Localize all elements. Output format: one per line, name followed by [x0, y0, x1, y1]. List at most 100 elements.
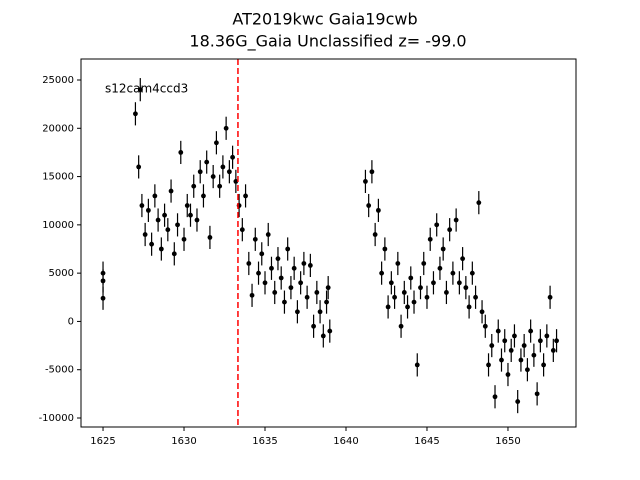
data-point — [265, 232, 271, 237]
x-tick-label: 1635 — [252, 436, 277, 447]
data-point — [304, 294, 310, 300]
data-point — [145, 207, 151, 213]
data-point — [531, 352, 537, 358]
data-point — [395, 261, 401, 266]
data-point — [392, 294, 397, 300]
data-point — [450, 270, 456, 276]
data-point — [246, 261, 252, 266]
data-point — [204, 159, 210, 165]
data-point — [375, 207, 381, 213]
data-point — [259, 251, 265, 257]
data-point — [275, 256, 281, 262]
data-point — [298, 280, 304, 286]
data-point — [282, 299, 287, 305]
data-point — [505, 372, 511, 377]
data-point — [366, 203, 372, 208]
chart-title: AT2019kwc Gaia19cwb — [232, 10, 417, 29]
data-point — [272, 290, 278, 295]
data-point — [469, 270, 475, 276]
data-point — [437, 265, 443, 271]
data-point — [210, 174, 216, 179]
data-point — [184, 203, 190, 208]
data-point — [136, 164, 142, 170]
data-point — [252, 236, 258, 242]
data-point — [214, 140, 219, 146]
data-point — [181, 236, 187, 242]
data-point — [460, 256, 466, 262]
data-point — [405, 304, 410, 310]
data-point — [262, 280, 268, 286]
data-point — [301, 261, 307, 266]
data-point — [194, 217, 200, 223]
data-point — [434, 222, 440, 228]
data-point — [537, 338, 543, 344]
data-point — [414, 362, 420, 368]
data-point — [220, 164, 226, 170]
data-point — [233, 179, 239, 184]
data-point — [207, 235, 213, 240]
x-tick-label: 1645 — [414, 436, 439, 447]
data-point — [369, 169, 375, 175]
data-point — [544, 333, 550, 339]
data-point — [440, 246, 446, 252]
y-tick-label: 5000 — [49, 268, 74, 279]
data-point — [372, 232, 378, 237]
data-point — [550, 348, 556, 353]
data-point — [100, 278, 106, 284]
data-point — [456, 280, 462, 286]
data-point — [142, 232, 148, 237]
data-point — [285, 246, 291, 252]
data-point — [325, 285, 331, 291]
data-point — [149, 241, 155, 247]
data-point — [158, 246, 164, 252]
data-point — [518, 357, 524, 363]
data-point — [486, 362, 491, 368]
data-point — [201, 193, 206, 199]
y-tick-label: -5000 — [45, 365, 74, 376]
data-point — [165, 227, 171, 233]
data-point — [512, 333, 517, 339]
data-point — [317, 309, 323, 315]
data-point — [482, 323, 488, 329]
y-tick-label: 0 — [68, 316, 74, 327]
data-point — [243, 193, 248, 199]
data-point — [502, 338, 508, 344]
data-point — [476, 200, 482, 206]
data-point — [307, 263, 313, 268]
data-point — [133, 111, 138, 117]
data-point — [541, 362, 547, 368]
data-point — [424, 294, 430, 300]
data-point — [411, 299, 417, 305]
data-point — [100, 295, 106, 301]
x-tick-label: 1625 — [90, 436, 115, 447]
data-point — [463, 285, 469, 291]
data-point — [256, 270, 261, 276]
data-point — [398, 323, 404, 329]
data-point — [495, 328, 501, 334]
data-point — [137, 87, 143, 93]
data-point — [188, 212, 193, 218]
data-point — [388, 280, 394, 286]
data-point — [473, 294, 478, 300]
data-point — [499, 357, 504, 363]
data-point — [382, 246, 388, 252]
data-point — [152, 193, 158, 199]
data-point — [191, 183, 197, 189]
data-point — [288, 285, 294, 291]
data-point — [554, 338, 559, 344]
annotation: s12cam4ccd3 — [105, 82, 188, 96]
data-point — [534, 391, 540, 397]
y-tick-label: 25000 — [42, 75, 74, 86]
data-point — [175, 222, 180, 228]
data-point — [295, 309, 300, 315]
data-point — [379, 270, 385, 276]
data-point — [547, 294, 553, 300]
x-tick-label: 1630 — [171, 436, 196, 447]
plot-area — [100, 78, 559, 414]
y-tick-label: -10000 — [39, 413, 74, 424]
data-point — [525, 367, 530, 373]
data-point — [171, 251, 177, 257]
data-point — [217, 183, 223, 189]
